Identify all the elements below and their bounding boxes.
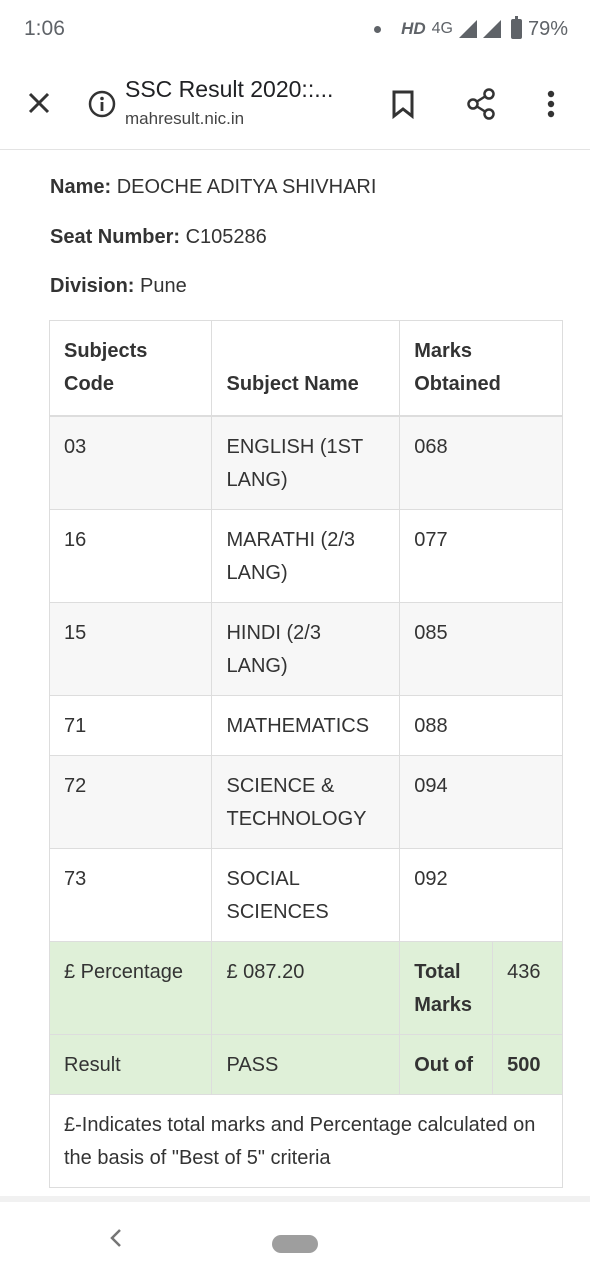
table-row: 73 SOCIAL SCIENCES 092 [48, 848, 563, 942]
close-icon[interactable] [22, 86, 56, 120]
status-bar: 1:06 HD 4G 79% [0, 0, 590, 58]
table-row: 16 MARATHI (2/3 LANG) 077 [48, 509, 563, 603]
share-icon[interactable] [464, 86, 498, 122]
notification-dot-icon [374, 25, 382, 33]
table-row: 71 MATHEMATICS 088 [48, 695, 563, 756]
division-value: Pune [140, 275, 187, 297]
page-title-area[interactable]: SSC Result 2020::... mahresult.nic.in [125, 76, 365, 129]
result-row: Result PASS Out of 500 [48, 1034, 563, 1095]
bookmark-icon[interactable] [388, 88, 418, 120]
browser-toolbar: SSC Result 2020::... mahresult.nic.in [0, 58, 590, 150]
subject-name: MARATHI (2/3 LANG) [211, 509, 401, 603]
subject-marks: 085 [399, 602, 563, 696]
table-row: 03 ENGLISH (1ST LANG) 068 [48, 415, 563, 510]
subject-code: 16 [48, 509, 213, 603]
student-name-line: Name: DEOCHE ADITYA SHIVHARI [50, 176, 376, 199]
page-url: mahresult.nic.in [125, 109, 245, 128]
subject-name: SOCIAL SCIENCES [211, 848, 401, 942]
division-label: Division [50, 275, 128, 297]
name-value: DEOCHE ADITYA SHIVHARI [116, 176, 377, 198]
subject-marks: 077 [399, 509, 563, 603]
total-marks-label: Total Marks [399, 941, 494, 1035]
header-subject-name: Subject Name [211, 320, 401, 417]
page-title: SSC Result 2020::... [125, 76, 334, 102]
percentage-label: £ Percentage [48, 941, 213, 1035]
subject-marks: 068 [399, 415, 563, 510]
out-of-label-text: Out of [414, 1054, 474, 1076]
criteria-note: £-Indicates total marks and Percentage c… [49, 1094, 563, 1188]
table-row: 72 SCIENCE & TECHNOLOGY 094 [48, 755, 563, 849]
result-label: Result [48, 1034, 213, 1095]
seat-colon: : [173, 226, 181, 248]
seat-label: Seat Number [50, 226, 174, 248]
subject-marks: 088 [399, 695, 563, 756]
more-vert-icon[interactable] [536, 86, 566, 122]
hd-indicator: HD [401, 19, 426, 38]
total-marks-value: 436 [492, 941, 563, 1035]
subject-code: 15 [48, 602, 213, 696]
percentage-row: £ Percentage £ 087.20 Total Marks 436 [48, 941, 563, 1035]
seat-number-line: Seat Number: C105286 [50, 226, 267, 249]
name-colon: : [104, 176, 112, 198]
subject-code: 71 [48, 695, 213, 756]
status-time: 1:06 [24, 17, 65, 40]
percentage-value: £ 087.20 [211, 941, 401, 1035]
back-icon[interactable] [106, 1224, 126, 1252]
marks-table: Subjects Code Subject Name Marks Obtaine… [48, 320, 563, 1188]
battery-percent: 79% [527, 17, 568, 40]
out-of-label: Out of [399, 1034, 494, 1095]
out-of-value-text: 500 [507, 1054, 541, 1076]
status-icons: HD 4G 79% [374, 16, 568, 41]
subject-name: HINDI (2/3 LANG) [211, 602, 401, 696]
note-row: £-Indicates total marks and Percentage c… [49, 1094, 563, 1188]
seat-value: C105286 [185, 226, 267, 248]
division-line: Division: Pune [50, 275, 187, 298]
total-marks-label-text: Total Marks [414, 961, 473, 1016]
network-type: 4G [431, 20, 453, 37]
subject-marks: 094 [399, 755, 563, 849]
subject-name: MATHEMATICS [211, 695, 401, 756]
subject-code: 72 [48, 755, 213, 849]
table-row: 15 HINDI (2/3 LANG) 085 [48, 602, 563, 696]
subject-name: ENGLISH (1ST LANG) [211, 415, 401, 510]
home-pill[interactable] [272, 1235, 318, 1253]
header-subject-code: Subjects Code [48, 320, 213, 417]
subject-code: 03 [48, 415, 213, 510]
result-value: PASS [211, 1034, 401, 1095]
division-colon: : [127, 275, 135, 297]
table-header-row: Subjects Code Subject Name Marks Obtaine… [48, 320, 563, 417]
name-label: Name [50, 176, 105, 198]
signal-icon [458, 20, 477, 38]
system-nav-bar [0, 1196, 590, 1280]
info-icon[interactable] [88, 90, 116, 118]
header-marks-obtained: Marks Obtained [399, 320, 563, 417]
subject-name: SCIENCE & TECHNOLOGY [211, 755, 401, 849]
subject-code: 73 [48, 848, 213, 942]
out-of-value: 500 [492, 1034, 563, 1095]
battery-icon [510, 16, 522, 39]
subject-marks: 092 [399, 848, 563, 942]
signal-icon-2 [482, 20, 501, 38]
